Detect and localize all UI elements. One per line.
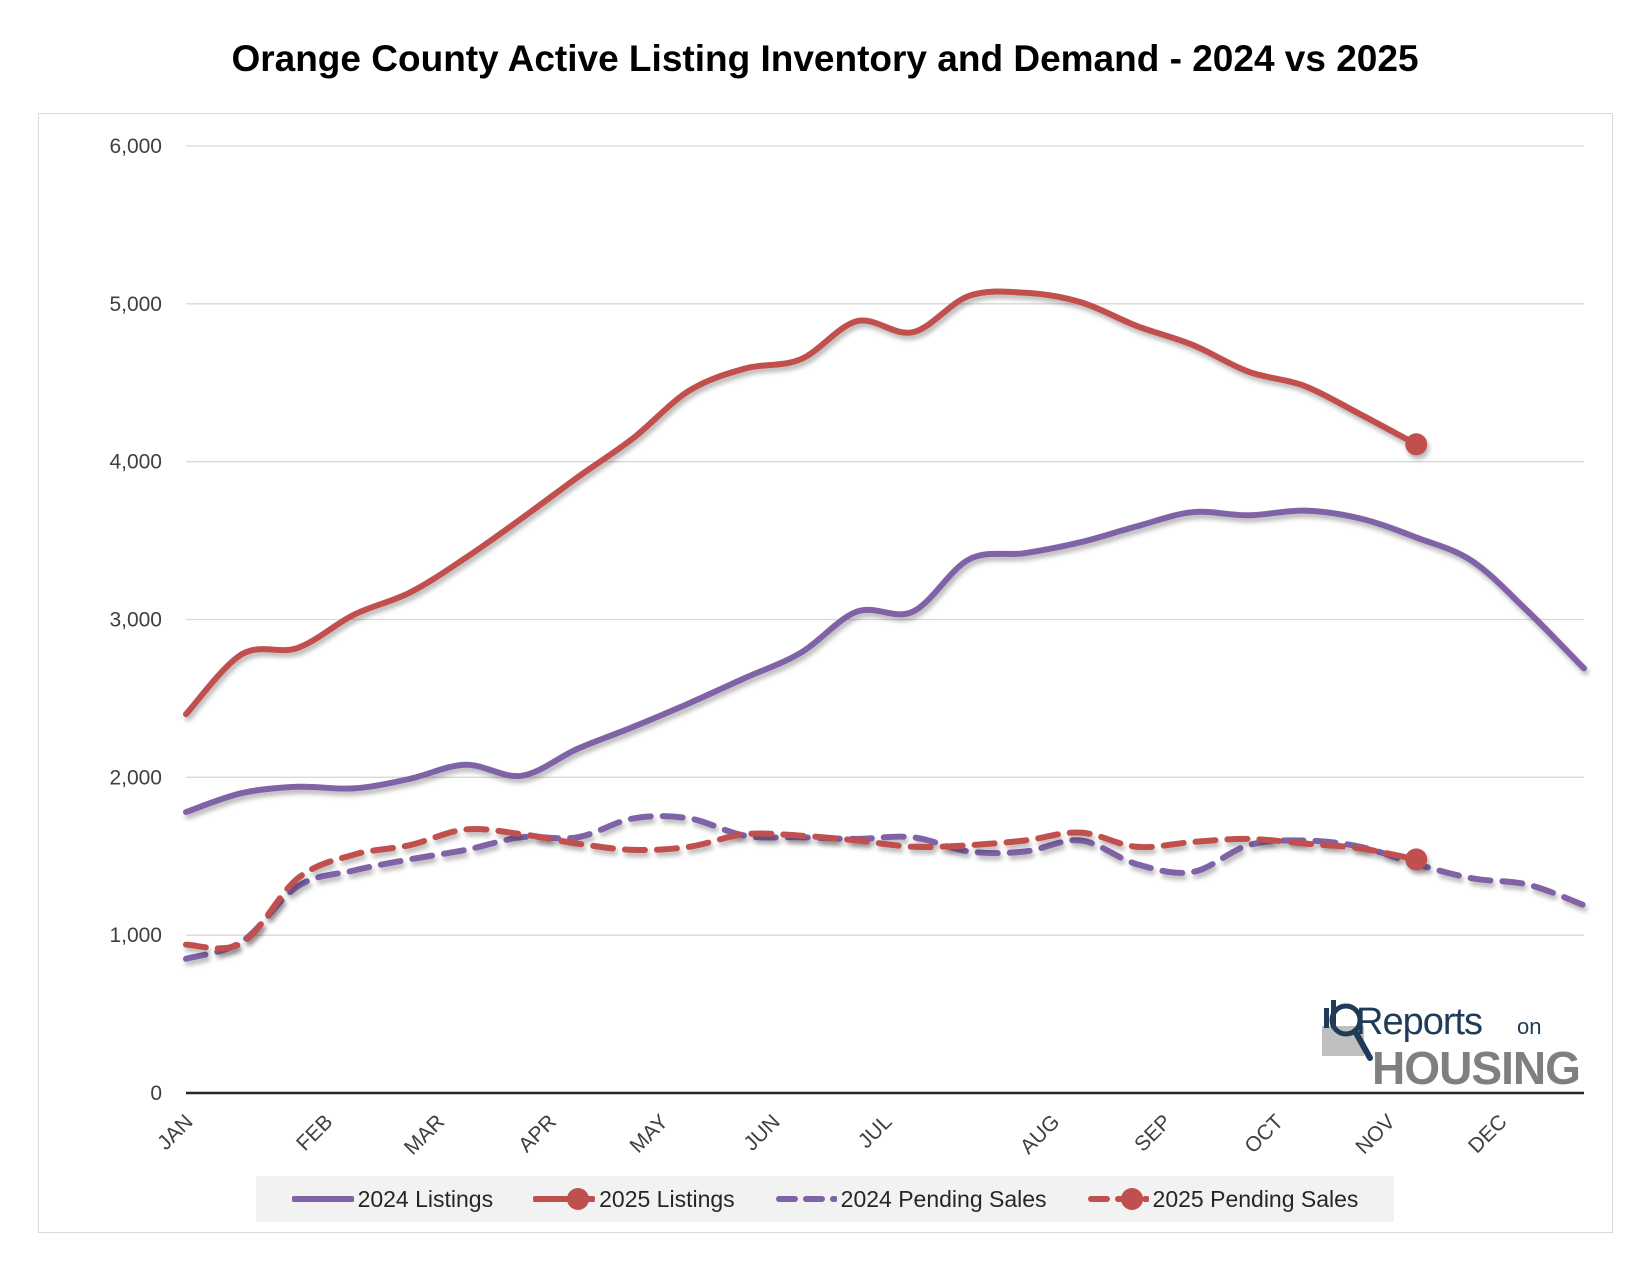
series-line-2024-listings	[183, 507, 1587, 816]
x-tick-label: OCT	[1240, 1110, 1288, 1158]
x-tick-label: JUL	[854, 1110, 897, 1153]
x-tick-label: AUG	[1016, 1110, 1064, 1158]
series-line-2025-listings	[183, 288, 1420, 718]
legend-item-2025-pending-sales: 2025 Pending Sales	[1087, 1184, 1359, 1214]
legend: 2024 Listings 2025 Listings 2024 Pending…	[256, 1176, 1394, 1222]
series-2025-listings	[183, 288, 1428, 718]
x-tick-label: DEC	[1464, 1110, 1512, 1158]
series-line-2025-pending-sales	[183, 825, 1420, 952]
chart-title: Orange County Active Listing Inventory a…	[231, 38, 1419, 79]
logo-reports-text: Reports	[1356, 1001, 1482, 1043]
y-tick-label: 2,000	[109, 766, 162, 789]
logo-housing-text: HOUSING	[1372, 1042, 1580, 1090]
x-axis: JAN FEB MAR APR MAY JUN JUL AUG SEP OCT NOV DEC	[153, 1110, 1511, 1159]
x-tick-label: JAN	[153, 1110, 197, 1154]
x-tick-label: MAR	[400, 1110, 449, 1159]
legend-item-2024-listings: 2024 Listings	[291, 1184, 494, 1214]
series-2024-listings	[183, 507, 1587, 816]
reports-on-housing-logo: Reports on HOUSING	[1322, 1000, 1581, 1090]
y-tick-label: 3,000	[109, 609, 162, 632]
legend-swatch-2025-listings	[533, 1188, 596, 1210]
chart-frame	[38, 113, 1613, 1233]
legend-swatch-2025-pending-sales	[1087, 1188, 1149, 1210]
logo-bar-icon	[1324, 1008, 1329, 1028]
legend-label-2025-listings: 2025 Listings	[599, 1185, 735, 1212]
logo-on-text: on	[1517, 1014, 1541, 1039]
legend-item-2025-listings: 2025 Listings	[533, 1184, 735, 1214]
series-2025-pending-sales	[183, 825, 1428, 952]
x-tick-label: APR	[514, 1110, 561, 1157]
y-tick-label: 6,000	[109, 135, 162, 158]
x-tick-label: NOV	[1351, 1110, 1399, 1158]
legend-label-2024-listings: 2024 Listings	[357, 1185, 494, 1212]
legend-label-2024-pending-sales: 2024 Pending Sales	[840, 1185, 1047, 1212]
gridlines	[186, 145, 1584, 1095]
x-tick-label: SEP	[1130, 1110, 1176, 1156]
x-tick-label: JUN	[740, 1110, 785, 1155]
y-axis: 0 1,000 2,000 3,000 4,000 5,000 6,000	[109, 135, 162, 1105]
plot-series	[183, 288, 1587, 962]
legend-item-2024-pending-sales: 2024 Pending Sales	[775, 1184, 1047, 1214]
series-2024-pending-sales	[183, 813, 1587, 962]
x-tick-label: MAY	[626, 1110, 673, 1157]
y-tick-label: 4,000	[109, 451, 162, 474]
series-end-marker	[1405, 848, 1428, 871]
series-end-marker	[1405, 433, 1428, 456]
series-line-2024-pending-sales	[183, 813, 1587, 962]
legend-swatch-2024-listings	[291, 1196, 354, 1202]
magnifier-icon	[1329, 1003, 1363, 1037]
legend-label-2025-pending-sales: 2025 Pending Sales	[1152, 1185, 1359, 1212]
legend-swatch-2024-pending-sales	[775, 1196, 837, 1202]
y-tick-label: 5,000	[109, 293, 162, 316]
y-tick-label: 1,000	[109, 924, 162, 947]
y-tick-label: 0	[150, 1082, 162, 1105]
x-tick-label: FEB	[292, 1110, 337, 1155]
